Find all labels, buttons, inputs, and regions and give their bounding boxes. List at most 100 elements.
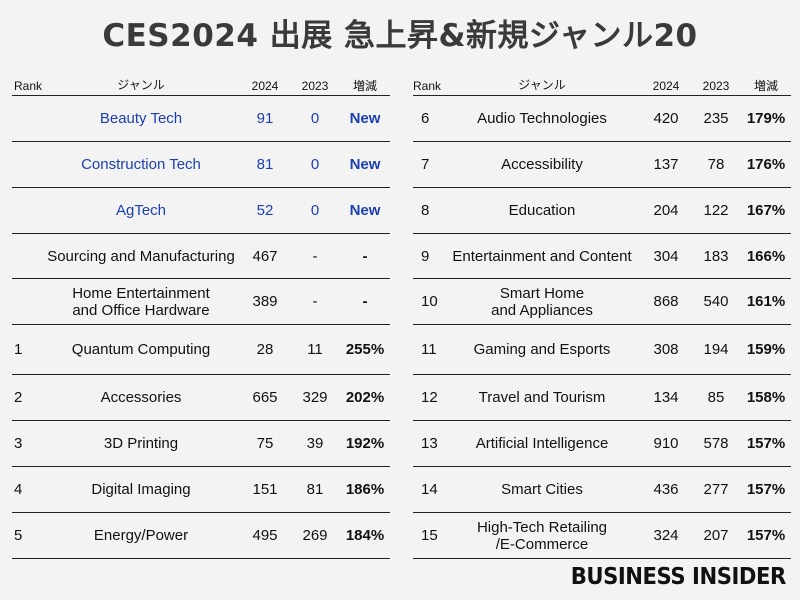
rank-cell: 1 xyxy=(14,341,23,358)
table-row: Construction Tech 81 0 New xyxy=(12,142,390,188)
genre-cell: Accessories xyxy=(100,389,182,406)
genre-cell: Travel and Tourism xyxy=(478,389,606,406)
change-cell: 157% xyxy=(746,481,786,498)
genre-cell: Entertainment and Content xyxy=(452,247,632,265)
count-2023-cell: 78 xyxy=(707,156,725,173)
header-diff: 増減 xyxy=(753,79,778,93)
table-row: 8 Education 204 122 167% xyxy=(413,188,791,234)
change-cell: 255% xyxy=(345,341,385,358)
table-row: AgTech 52 0 New xyxy=(12,188,390,234)
change-cell: 161% xyxy=(746,293,786,310)
count-2023-cell: 0 xyxy=(310,110,320,127)
rank-cell: 11 xyxy=(421,341,437,358)
genre-cell: Smart Home and Appliances xyxy=(491,284,593,319)
count-2024-cell: 436 xyxy=(653,481,679,498)
header-diff: 増減 xyxy=(352,79,377,93)
change-cell: 158% xyxy=(746,389,786,406)
table-row: 7 Accessibility 137 78 176% xyxy=(413,142,791,188)
count-2024-cell: 324 xyxy=(653,527,679,544)
genre-cell: Beauty Tech xyxy=(99,110,183,127)
count-2023-cell: 269 xyxy=(302,527,328,544)
rank-cell: 3 xyxy=(14,435,23,452)
rank-cell: 7 xyxy=(421,156,430,173)
genre-cell: AgTech xyxy=(115,202,167,219)
count-2024-cell: 75 xyxy=(256,435,274,452)
genre-cell: Energy/Power xyxy=(93,527,189,544)
table-row: 10 Smart Home and Appliances 868 540 161% xyxy=(413,279,791,325)
genre-cell: Quantum Computing xyxy=(71,341,211,358)
change-cell: 184% xyxy=(345,527,385,544)
genre-cell: Sourcing and Manufacturing xyxy=(47,247,235,265)
table-row: 6 Audio Technologies 420 235 179% xyxy=(413,96,791,142)
count-2024-cell: 91 xyxy=(256,110,274,127)
header-rank: Rank xyxy=(14,78,43,93)
count-2024-cell: 665 xyxy=(252,389,278,406)
change-cell: 167% xyxy=(746,202,786,219)
count-2023-cell: 39 xyxy=(306,435,324,452)
genre-cell: High-Tech Retailing/E-Commerce xyxy=(476,518,608,553)
count-2024-cell: 495 xyxy=(252,527,278,544)
rank-cell: 5 xyxy=(14,527,23,544)
count-2023-cell: 85 xyxy=(707,389,725,406)
genre-cell: Gaming and Esports xyxy=(473,341,611,358)
count-2024-cell: 151 xyxy=(252,481,278,498)
count-2023-cell: 0 xyxy=(310,156,320,173)
change-cell: - xyxy=(362,293,368,310)
count-2024-cell: 420 xyxy=(653,110,679,127)
rank-cell: 14 xyxy=(421,481,438,498)
table-row: 14 Smart Cities 436 277 157% xyxy=(413,467,791,513)
table-row: 9 Entertainment and Content 304 183 166% xyxy=(413,234,791,279)
header-2023: 2023 xyxy=(301,78,329,93)
count-2023-cell: 235 xyxy=(703,110,729,127)
genre-cell: Audio Technologies xyxy=(477,110,607,127)
genre-cell: Home Entertainment and Office Hardware xyxy=(72,284,210,319)
genre-cell: 3D Printing xyxy=(103,435,179,452)
table-row: Home Entertainment and Office Hardware 389… xyxy=(12,279,390,325)
rank-cell: 15 xyxy=(421,527,438,544)
count-2024-cell: 389 xyxy=(252,293,278,310)
table-row: 12 Travel and Tourism 134 85 158% xyxy=(413,375,791,421)
header-2024: 2024 xyxy=(251,78,279,93)
table-row: 3 3D Printing 75 39 192% xyxy=(12,421,390,467)
count-2023-cell: 0 xyxy=(310,202,320,219)
table-row: 11 Gaming and Esports 308 194 159% xyxy=(413,325,791,375)
right-table: Rank ジャンル 2024 2023 増減 6 Audio Technologi… xyxy=(413,76,791,559)
rank-cell: 2 xyxy=(14,389,23,406)
table-row: 4 Digital Imaging 151 81 186% xyxy=(12,467,390,513)
genre-cell: Artificial Intelligence xyxy=(475,435,609,452)
table-header: Rank ジャンル 2024 2023 増減 xyxy=(12,76,390,96)
change-cell: 176% xyxy=(746,156,786,173)
count-2024-cell: 910 xyxy=(653,435,679,452)
change-cell: 166% xyxy=(746,247,786,265)
header-rank: Rank xyxy=(413,78,442,93)
table-row: 15 High-Tech Retailing/E-Commerce 324 207 15… xyxy=(413,513,791,559)
header-2023: 2023 xyxy=(702,78,730,93)
count-2023-cell: 183 xyxy=(703,247,729,265)
count-2023-cell: 194 xyxy=(703,341,729,358)
genre-cell: Smart Cities xyxy=(501,481,583,498)
left-table-body: Beauty Tech 91 0 New Construction Tech 81 0 New… xyxy=(12,96,390,559)
count-2024-cell: 204 xyxy=(653,202,679,219)
count-2023-cell: - xyxy=(312,247,318,265)
change-cell: 159% xyxy=(746,341,786,358)
change-cell: 157% xyxy=(746,435,786,452)
table-row: Sourcing and Manufacturing 467 - - xyxy=(12,234,390,279)
count-2024-cell: 134 xyxy=(653,389,679,406)
change-cell: 186% xyxy=(345,481,385,498)
header-genre: ジャンル xyxy=(117,78,165,92)
rank-cell: 6 xyxy=(421,110,430,127)
count-2024-cell: 868 xyxy=(653,293,679,310)
count-2023-cell: - xyxy=(312,293,318,310)
rank-cell: 9 xyxy=(421,247,430,265)
count-2023-cell: 207 xyxy=(703,527,729,544)
rank-cell: 10 xyxy=(421,293,438,310)
change-cell: New xyxy=(349,156,381,173)
change-cell: - xyxy=(362,247,368,265)
header-2024: 2024 xyxy=(652,78,680,93)
count-2023-cell: 122 xyxy=(703,202,729,219)
count-2024-cell: 308 xyxy=(653,341,679,358)
count-2023-cell: 540 xyxy=(703,293,729,310)
brand-logo: BUSINESS INSIDER xyxy=(570,564,787,590)
change-cell: New xyxy=(349,202,381,219)
genre-cell: Education xyxy=(508,202,576,219)
